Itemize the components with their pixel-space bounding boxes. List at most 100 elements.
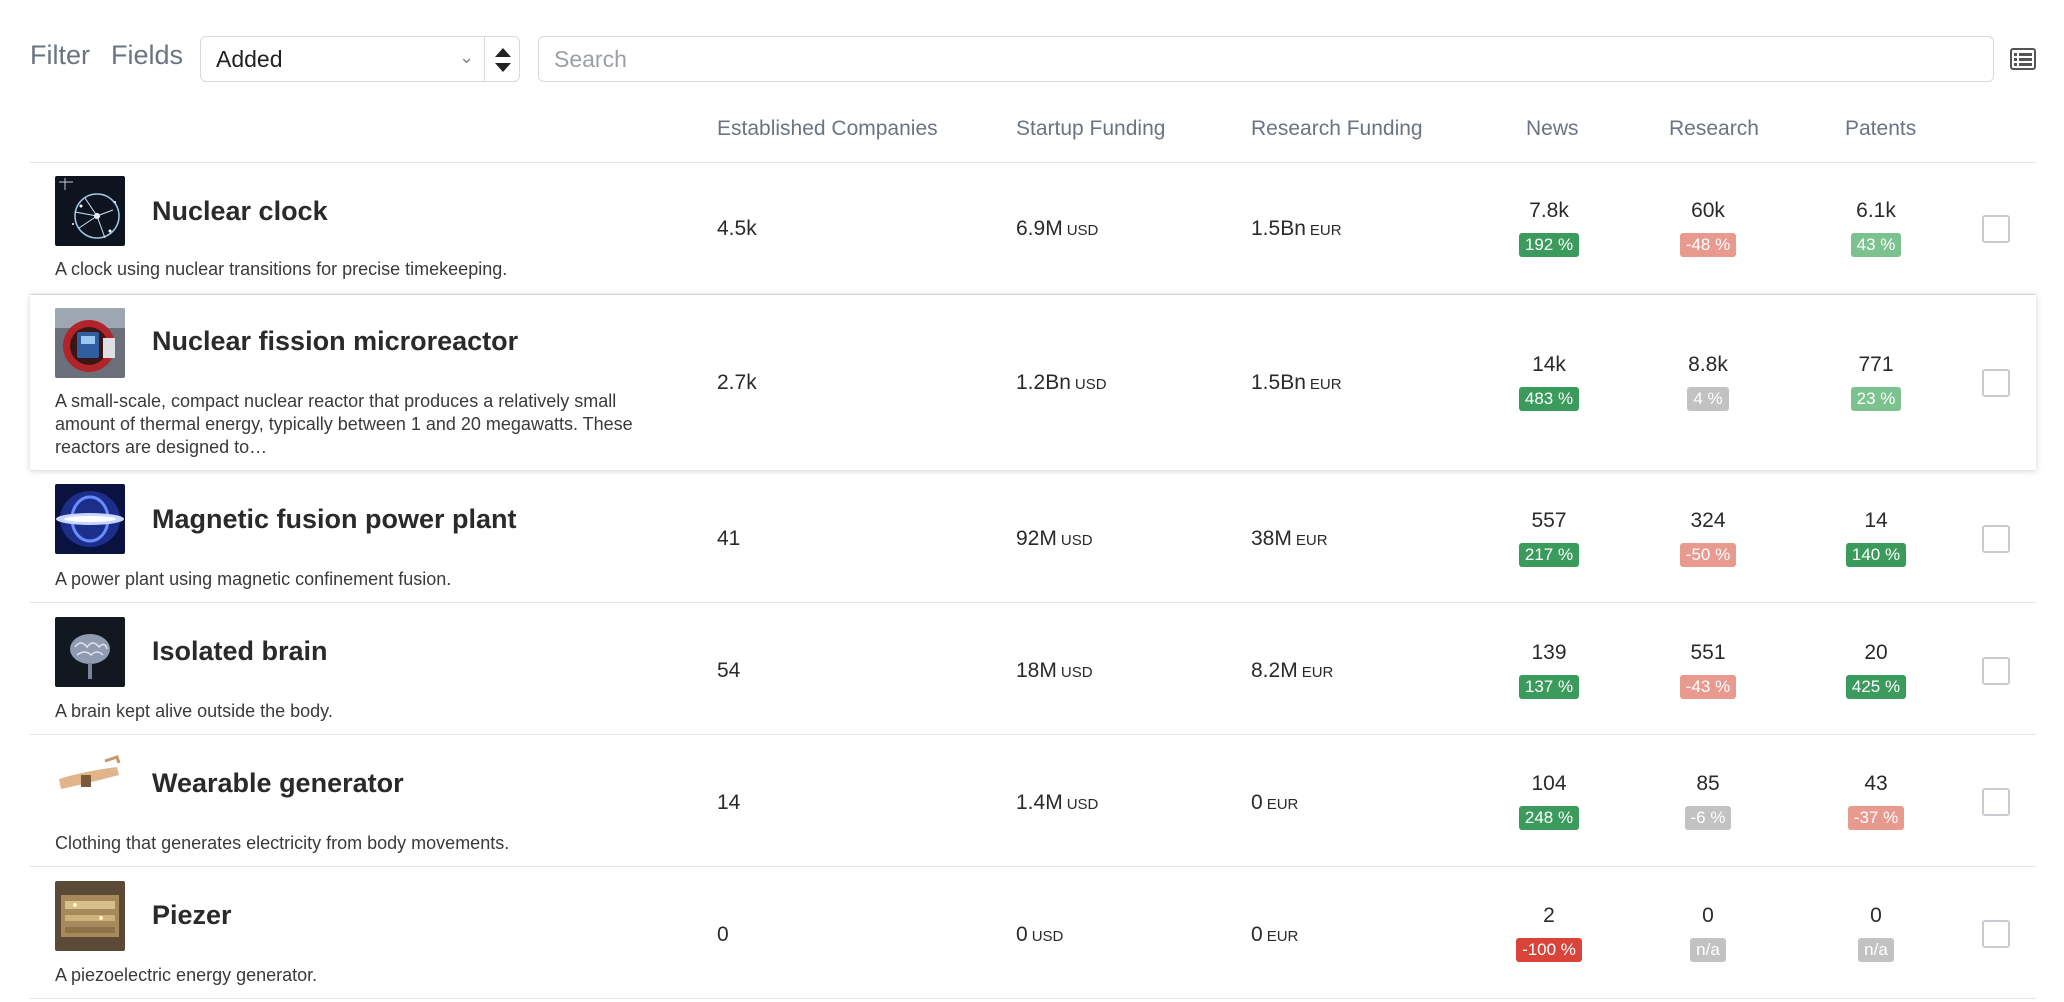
row-description: A brain kept alive outside the body. [55,701,333,721]
research-funding-value: 1.5Bn EUR [1251,217,1342,240]
research-metric: 8.8k 4 % [1648,353,1768,411]
research-funding-value: 8.2M EUR [1251,659,1334,682]
patents-change-badge: 140 % [1845,543,1907,567]
news-metric: 104 248 % [1489,772,1609,830]
research-funding-value: 1.5Bn EUR [1251,371,1342,394]
patents-metric: 0 n/a [1816,904,1936,962]
piezo-device-image [55,881,125,951]
research-change-badge: -6 % [1684,806,1732,830]
row-title[interactable]: Isolated brain [152,636,328,666]
research-change-badge: -50 % [1679,543,1737,567]
research-value: 60k [1691,199,1725,222]
research-value: 0 [1702,904,1714,927]
news-value: 14k [1532,353,1566,376]
research-change-badge: 4 % [1687,387,1729,411]
research-metric: 85 -6 % [1648,772,1768,830]
news-change-badge: 137 % [1518,675,1580,699]
research-metric: 551 -43 % [1648,641,1768,699]
research-funding-value: 0 EUR [1251,923,1299,946]
research-metric: 324 -50 % [1648,509,1768,567]
row-select-checkbox[interactable] [1982,920,2010,948]
row-title[interactable]: Nuclear clock [152,196,328,226]
column-header-established[interactable]: Established Companies [717,117,938,140]
research-change-badge: n/a [1690,938,1726,962]
research-value: 8.8k [1688,353,1728,376]
table-row[interactable]: Nuclear clock A clock using nuclear tran… [30,163,2036,295]
news-change-badge: -100 % [1516,938,1582,962]
patents-change-badge: 425 % [1845,675,1907,699]
table-row[interactable]: Magnetic fusion power plant A power plan… [30,471,2036,603]
fields-button[interactable]: Fields [111,40,184,70]
research-funding-value: 0 EUR [1251,791,1299,814]
column-header-startup-funding[interactable]: Startup Funding [1016,117,1166,140]
research-change-badge: -48 % [1679,233,1737,257]
table-row[interactable]: Wearable generator Clothing that generat… [30,735,2036,867]
patents-change-badge: -37 % [1847,806,1905,830]
news-value: 557 [1531,509,1567,532]
row-description: A clock using nuclear transitions for pr… [55,259,508,279]
microreactor-image [55,308,125,378]
row-title[interactable]: Piezer [152,900,232,930]
filter-button[interactable]: Filter [30,40,90,70]
research-metric: 60k -48 % [1648,199,1768,257]
news-metric: 2 -100 % [1489,904,1609,962]
established-companies-value: 0 [717,923,729,946]
news-change-badge: 192 % [1518,233,1580,257]
column-header-news[interactable]: News [1526,117,1579,140]
patents-change-badge: 43 % [1850,233,1902,257]
news-metric: 14k 483 % [1489,353,1609,411]
patents-value: 14 [1864,509,1888,532]
column-header-research-funding[interactable]: Research Funding [1251,117,1423,140]
sort-select[interactable]: Added ⌄ [200,36,520,82]
startup-funding-value: 18M USD [1016,659,1093,682]
patents-value: 20 [1864,641,1888,664]
patents-value: 771 [1858,353,1894,376]
startup-funding-value: 1.2Bn USD [1016,371,1107,394]
startup-funding-value: 92M USD [1016,527,1093,550]
table-row[interactable]: Nuclear fission microreactor A small-sca… [30,295,2036,471]
patents-change-badge: n/a [1858,938,1894,962]
column-header-research[interactable]: Research [1669,117,1759,140]
established-companies-value: 14 [717,791,741,814]
brain-image [55,617,125,687]
news-metric: 557 217 % [1489,509,1609,567]
startup-funding-value: 6.9M USD [1016,217,1099,240]
row-title[interactable]: Magnetic fusion power plant [152,504,517,534]
row-description: A power plant using magnetic confinement… [55,569,452,589]
startup-funding-value: 0 USD [1016,923,1064,946]
news-value: 2 [1543,904,1555,927]
search-input[interactable] [538,36,1994,82]
sort-select-value: Added [216,46,283,72]
header-divider [30,162,2036,163]
patents-metric: 771 23 % [1816,353,1936,411]
established-companies-value: 41 [717,527,741,550]
chevron-down-icon: ⌄ [459,47,475,67]
row-select-checkbox[interactable] [1982,369,2010,397]
fusion-plasma-image [55,484,125,554]
patents-metric: 43 -37 % [1816,772,1936,830]
row-select-checkbox[interactable] [1982,788,2010,816]
news-change-badge: 483 % [1518,387,1580,411]
table-row[interactable]: Isolated brain A brain kept alive outsid… [30,603,2036,735]
research-value: 324 [1690,509,1726,532]
row-select-checkbox[interactable] [1982,215,2010,243]
row-title[interactable]: Wearable generator [152,768,404,798]
row-title[interactable]: Nuclear fission microreactor [152,326,519,356]
established-companies-value: 4.5k [717,217,757,240]
table-row[interactable]: Piezer A piezoelectric energy generator.… [30,867,2036,999]
patents-metric: 20 425 % [1816,641,1936,699]
column-header-patents[interactable]: Patents [1845,117,1917,140]
wearable-arm-image [55,749,125,819]
established-companies-value: 54 [717,659,741,682]
list-view-icon[interactable] [2010,48,2036,70]
news-change-badge: 248 % [1518,806,1580,830]
nuclear-clock-image [55,176,125,246]
select-divider [484,37,485,81]
row-description: A piezoelectric energy generator. [55,965,318,985]
patents-value: 43 [1864,772,1888,795]
row-select-checkbox[interactable] [1982,525,2010,553]
startup-funding-value: 1.4M USD [1016,791,1099,814]
sort-direction-icon[interactable] [492,43,514,77]
row-select-checkbox[interactable] [1982,657,2010,685]
research-metric: 0 n/a [1648,904,1768,962]
